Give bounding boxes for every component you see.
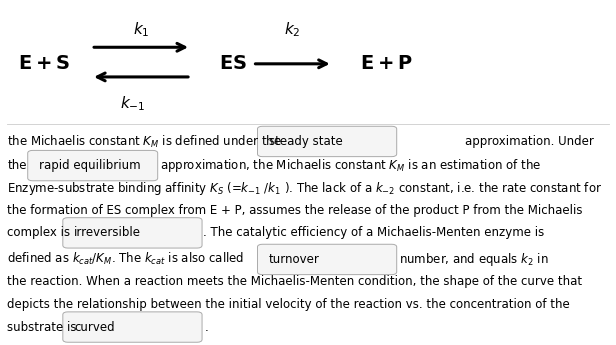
FancyBboxPatch shape xyxy=(28,150,158,181)
Text: complex is: complex is xyxy=(7,226,70,239)
Text: approximation. Under: approximation. Under xyxy=(465,135,594,148)
Text: $\mathit{k}_1$: $\mathit{k}_1$ xyxy=(133,20,149,39)
Text: curved: curved xyxy=(74,321,115,334)
FancyBboxPatch shape xyxy=(257,126,397,157)
FancyBboxPatch shape xyxy=(63,218,202,248)
Text: $\mathit{k}_{-1}$: $\mathit{k}_{-1}$ xyxy=(120,94,145,113)
Text: the formation of ES complex from E + P, assumes the release of the product P fro: the formation of ES complex from E + P, … xyxy=(7,204,583,217)
Text: the Michaelis constant $K_M$ is defined under the: the Michaelis constant $K_M$ is defined … xyxy=(7,134,282,149)
Text: approximation, the Michaelis constant $K_M$ is an estimation of the: approximation, the Michaelis constant $K… xyxy=(160,157,541,174)
FancyBboxPatch shape xyxy=(63,312,202,342)
Text: number, and equals $k_2$ in: number, and equals $k_2$ in xyxy=(399,251,548,268)
Text: defined as $k_{cat}$/$K_M$. The $k_{cat}$ is also called: defined as $k_{cat}$/$K_M$. The $k_{cat}… xyxy=(7,252,245,267)
Text: $\mathbf{ES}$: $\mathbf{ES}$ xyxy=(219,54,246,73)
Text: depicts the relationship between the initial velocity of the reaction vs. the co: depicts the relationship between the ini… xyxy=(7,298,570,311)
Text: $\mathbf{E + P}$: $\mathbf{E + P}$ xyxy=(360,54,413,73)
Text: substrate is: substrate is xyxy=(7,321,77,334)
Text: $\mathbf{E + S}$: $\mathbf{E + S}$ xyxy=(18,54,70,73)
Text: the: the xyxy=(7,159,27,172)
Text: the reaction. When a reaction meets the Michaelis-Menten condition, the shape of: the reaction. When a reaction meets the … xyxy=(7,275,583,288)
Text: steady state: steady state xyxy=(269,135,342,148)
Text: . The catalytic efficiency of a Michaelis-Menten enzyme is: . The catalytic efficiency of a Michaeli… xyxy=(203,226,545,239)
Text: .: . xyxy=(205,321,208,334)
Text: $\mathit{k}_2$: $\mathit{k}_2$ xyxy=(285,20,301,39)
FancyBboxPatch shape xyxy=(257,244,397,275)
Text: irreversible: irreversible xyxy=(74,226,141,239)
Text: turnover: turnover xyxy=(269,253,320,266)
Text: rapid equilibrium: rapid equilibrium xyxy=(39,159,140,172)
Text: Enzyme-substrate binding affinity $K_S$ (=$k_{-1}$ /$k_1$ ). The lack of a $k_{-: Enzyme-substrate binding affinity $K_S$ … xyxy=(7,179,602,197)
